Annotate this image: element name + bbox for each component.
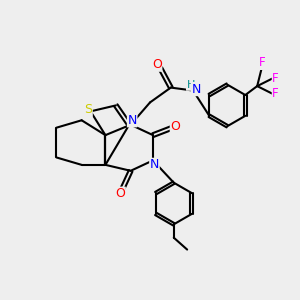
Text: O: O: [115, 187, 125, 200]
Text: N: N: [191, 82, 201, 96]
Text: H: H: [187, 80, 195, 90]
Text: F: F: [272, 72, 279, 85]
Text: F: F: [272, 87, 279, 100]
Text: N: N: [128, 114, 137, 127]
Text: F: F: [259, 56, 266, 69]
Text: N: N: [150, 158, 159, 171]
Text: O: O: [152, 58, 162, 71]
Text: S: S: [84, 103, 92, 116]
Text: O: O: [170, 120, 180, 133]
